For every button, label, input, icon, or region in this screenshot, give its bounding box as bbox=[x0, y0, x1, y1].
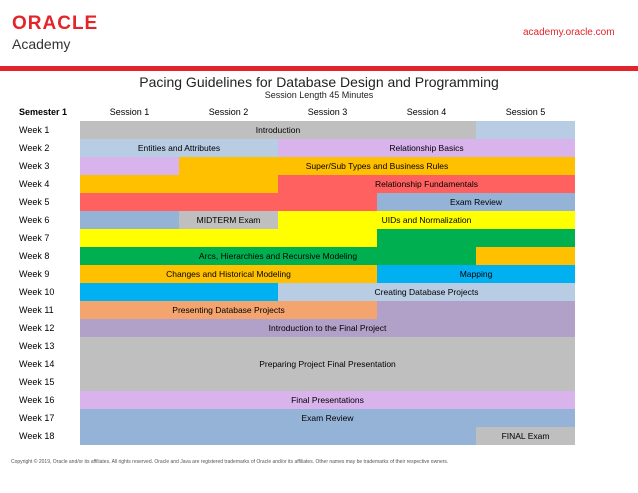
week-label: Week 12 bbox=[19, 323, 55, 333]
topic-label: FINAL Exam bbox=[501, 431, 550, 441]
schedule-block bbox=[80, 247, 476, 265]
session-header: Session 5 bbox=[505, 107, 546, 117]
schedule-block bbox=[377, 301, 575, 319]
topic-label: Final Presentations bbox=[291, 395, 364, 405]
schedule-block bbox=[278, 175, 575, 193]
schedule-block bbox=[476, 121, 575, 139]
week-label: Week 3 bbox=[19, 161, 50, 171]
topic-label: Relationship Fundamentals bbox=[374, 179, 479, 189]
topic-label: UIDs and Normalization bbox=[381, 215, 472, 225]
schedule-block bbox=[80, 157, 179, 175]
schedule-block bbox=[80, 139, 278, 157]
topic-label: Entities and Attributes bbox=[137, 143, 221, 153]
page-title: Pacing Guidelines for Database Design an… bbox=[139, 74, 499, 90]
week-label: Week 4 bbox=[19, 179, 50, 189]
session-header: Session 1 bbox=[109, 107, 150, 117]
header-divider bbox=[0, 66, 638, 71]
copyright-footer: Copyright © 2019, Oracle and/or its affi… bbox=[11, 459, 449, 465]
week-label: Week 6 bbox=[19, 215, 50, 225]
session-header: Session 2 bbox=[208, 107, 249, 117]
topic-label: Preparing Project Final Presentation bbox=[259, 359, 396, 369]
schedule-block bbox=[80, 301, 377, 319]
schedule-block bbox=[80, 337, 575, 391]
schedule-block bbox=[80, 283, 278, 301]
schedule-block bbox=[377, 193, 575, 211]
schedule-block bbox=[179, 211, 278, 229]
session-header: Session 4 bbox=[406, 107, 447, 117]
week-label: Week 15 bbox=[19, 377, 55, 387]
logo-sub: Academy bbox=[12, 36, 71, 52]
week-label: Week 2 bbox=[19, 143, 50, 153]
site-link[interactable]: academy.oracle.com bbox=[523, 27, 615, 38]
topic-label: Introduction to the Final Project bbox=[268, 323, 387, 333]
topic-label: Introduction bbox=[255, 125, 301, 135]
week-label: Week 5 bbox=[19, 197, 50, 207]
topic-label: Mapping bbox=[459, 269, 493, 279]
schedule-block bbox=[80, 211, 179, 229]
schedule-block bbox=[80, 409, 575, 427]
schedule-block bbox=[476, 247, 575, 265]
week-label: Week 14 bbox=[19, 359, 55, 369]
schedule-block bbox=[80, 121, 476, 139]
schedule-block bbox=[80, 427, 476, 445]
topic-label: MIDTERM Exam bbox=[196, 215, 261, 225]
semester-label: Semester 1 bbox=[19, 107, 68, 117]
session-header: Session 3 bbox=[307, 107, 348, 117]
week-label: Week 9 bbox=[19, 269, 50, 279]
oracle-academy-logo: ORACLE Academy bbox=[12, 14, 98, 53]
week-label: Week 18 bbox=[19, 431, 55, 441]
topic-label: Creating Database Projects bbox=[374, 287, 479, 297]
week-label: Week 16 bbox=[19, 395, 55, 405]
schedule-block bbox=[278, 283, 575, 301]
schedule-block bbox=[80, 319, 575, 337]
schedule-block bbox=[377, 265, 575, 283]
schedule-block bbox=[377, 229, 575, 247]
topic-label: Super/Sub Types and Business Rules bbox=[305, 161, 449, 171]
week-label: Week 7 bbox=[19, 233, 50, 243]
week-label: Week 11 bbox=[19, 305, 54, 315]
topic-label: Presenting Database Projects bbox=[172, 305, 285, 315]
schedule-block bbox=[80, 391, 575, 409]
page-subtitle: Session Length 45 Minutes bbox=[264, 90, 374, 100]
topic-label: Changes and Historical Modeling bbox=[166, 269, 291, 279]
schedule-block bbox=[80, 265, 377, 283]
topic-label: Exam Review bbox=[450, 197, 502, 207]
topic-label: Exam Review bbox=[301, 413, 354, 423]
logo-brand: ORACLE bbox=[12, 13, 99, 34]
schedule-block bbox=[377, 211, 575, 229]
week-label: Week 1 bbox=[19, 125, 50, 135]
schedule-block bbox=[278, 211, 377, 247]
schedule-block bbox=[80, 193, 377, 211]
schedule-block bbox=[80, 175, 278, 193]
schedule-block bbox=[80, 229, 278, 247]
schedule-block bbox=[278, 139, 575, 157]
week-label: Week 10 bbox=[19, 287, 55, 297]
week-label: Week 13 bbox=[19, 341, 55, 351]
week-label: Week 8 bbox=[19, 251, 50, 261]
week-label: Week 17 bbox=[19, 413, 55, 423]
topic-label: Relationship Basics bbox=[389, 143, 464, 153]
topic-label: Arcs, Hierarchies and Recursive Modeling bbox=[198, 251, 358, 261]
schedule-block bbox=[179, 157, 575, 175]
schedule-block bbox=[476, 427, 575, 445]
